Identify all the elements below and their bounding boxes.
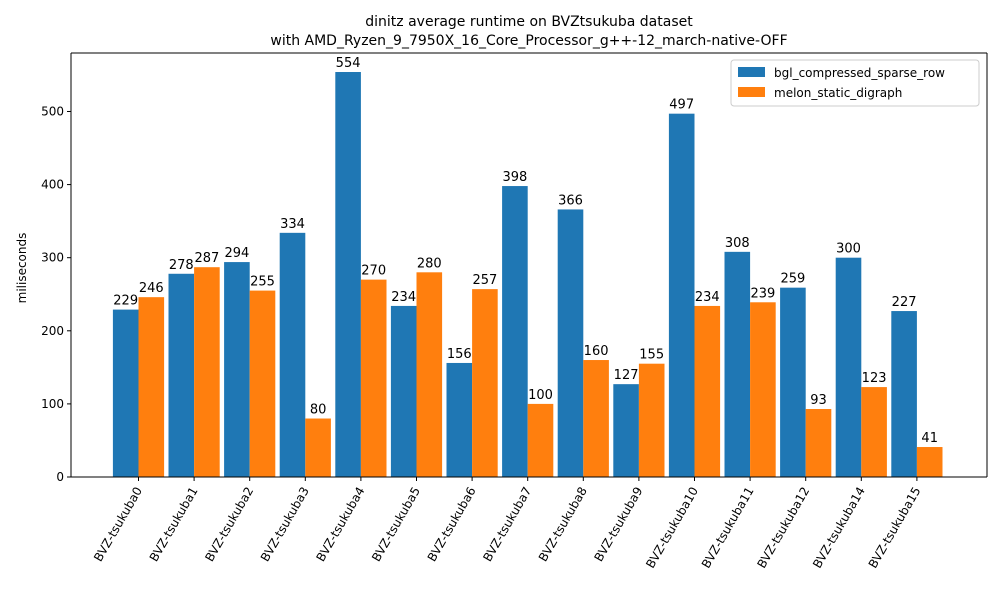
x-tick-label: BVZ-tsukuba10 xyxy=(643,485,701,571)
data-label-bgl-11: 308 xyxy=(725,236,750,251)
x-tick-label: BVZ-tsukuba8 xyxy=(536,485,590,565)
x-tick-label: BVZ-tsukuba9 xyxy=(591,485,645,565)
data-label-melon-0: 246 xyxy=(139,281,164,296)
bar-bgl-6 xyxy=(446,362,473,477)
legend-label-1: melon_static_digraph xyxy=(774,86,902,100)
y-tick-label: 500 xyxy=(41,104,64,118)
data-label-melon-14: 41 xyxy=(921,431,938,446)
data-label-bgl-13: 300 xyxy=(836,242,861,257)
y-axis-label: miliseconds xyxy=(15,233,29,304)
legend-swatch-0 xyxy=(738,67,765,77)
data-label-melon-2: 255 xyxy=(250,275,275,290)
x-tick-label: BVZ-tsukuba1 xyxy=(147,485,201,565)
data-label-melon-9: 155 xyxy=(639,348,664,363)
data-label-melon-1: 287 xyxy=(194,251,219,266)
bar-melon-9 xyxy=(638,363,665,477)
bar-melon-7 xyxy=(527,403,554,477)
data-labels-layer: 229 278 294 334 554 234 156 398 366 127 497 308 259 3… xyxy=(113,56,938,446)
data-label-melon-10: 234 xyxy=(695,290,720,305)
bar-bgl-14 xyxy=(891,311,917,477)
data-label-bgl-5: 234 xyxy=(391,290,416,305)
bar-melon-1 xyxy=(194,267,220,477)
y-tick-label: 200 xyxy=(41,324,64,338)
data-label-bgl-6: 156 xyxy=(447,347,472,362)
bars-layer xyxy=(112,72,943,477)
data-label-melon-13: 123 xyxy=(862,371,887,386)
bar-melon-5 xyxy=(416,272,443,477)
y-tick-label: 300 xyxy=(41,251,64,265)
bar-bgl-13 xyxy=(835,257,862,477)
data-label-melon-11: 239 xyxy=(750,286,775,301)
y-tick-label: 100 xyxy=(41,397,64,411)
bar-bgl-3 xyxy=(279,232,306,477)
x-tick-label: BVZ-tsukuba6 xyxy=(425,485,479,565)
x-tick-label: BVZ-tsukuba0 xyxy=(91,485,145,565)
data-label-bgl-4: 554 xyxy=(336,56,361,71)
bar-melon-11 xyxy=(750,302,776,477)
data-label-bgl-7: 398 xyxy=(502,170,527,185)
bar-melon-0 xyxy=(138,297,165,477)
bar-melon-6 xyxy=(472,289,498,477)
data-label-bgl-0: 229 xyxy=(113,294,138,309)
bar-melon-10 xyxy=(694,305,721,477)
legend: bgl_compressed_sparse_row melon_static_di… xyxy=(730,59,980,107)
bar-bgl-2 xyxy=(224,262,250,477)
data-label-melon-8: 160 xyxy=(584,344,609,359)
data-label-bgl-10: 497 xyxy=(669,98,694,113)
data-label-bgl-1: 278 xyxy=(169,258,194,273)
data-label-melon-3: 80 xyxy=(310,403,327,418)
data-label-bgl-8: 366 xyxy=(558,193,583,208)
data-label-melon-6: 257 xyxy=(472,273,497,288)
data-label-bgl-12: 259 xyxy=(780,272,805,287)
legend-box xyxy=(730,59,980,107)
data-label-bgl-14: 227 xyxy=(892,295,917,310)
data-label-melon-12: 93 xyxy=(810,393,827,408)
bar-bgl-11 xyxy=(724,251,751,477)
x-tick-label: BVZ-tsukuba11 xyxy=(699,485,757,571)
bar-melon-14 xyxy=(916,447,943,477)
bar-melon-12 xyxy=(805,409,832,477)
bar-melon-3 xyxy=(305,418,331,477)
bar-bgl-12 xyxy=(780,287,806,477)
data-label-bgl-9: 127 xyxy=(614,368,639,383)
bar-bgl-0 xyxy=(112,309,139,477)
chart-title: dinitz average runtime on BVZtsukuba dat… xyxy=(365,14,693,30)
x-tick-label: BVZ-tsukuba3 xyxy=(258,485,312,565)
x-tick-label: BVZ-tsukuba2 xyxy=(202,485,256,565)
bar-melon-4 xyxy=(360,279,387,477)
data-label-bgl-2: 294 xyxy=(224,246,249,261)
data-label-bgl-3: 334 xyxy=(280,217,305,232)
bar-bgl-8 xyxy=(557,209,584,477)
x-tick-label: BVZ-tsukuba4 xyxy=(313,485,367,565)
chart-subtitle: with AMD_Ryzen_9_7950X_16_Core_Processor… xyxy=(270,33,787,49)
x-tick-label: BVZ-tsukuba14 xyxy=(810,485,868,571)
legend-label-0: bgl_compressed_sparse_row xyxy=(774,66,945,80)
x-tick-label: BVZ-tsukuba5 xyxy=(369,485,423,565)
y-tick-label: 400 xyxy=(41,178,64,192)
bar-bgl-10 xyxy=(668,113,695,477)
x-tick-label: BVZ-tsukuba15 xyxy=(866,485,924,571)
legend-swatch-1 xyxy=(738,87,765,97)
y-tick-label: 0 xyxy=(56,470,64,484)
bar-melon-8 xyxy=(583,360,609,477)
data-label-melon-7: 100 xyxy=(528,388,553,403)
data-label-melon-4: 270 xyxy=(361,264,386,279)
bar-bgl-1 xyxy=(168,273,195,477)
x-tick-label: BVZ-tsukuba7 xyxy=(480,485,534,565)
bar-melon-13 xyxy=(861,387,887,477)
bar-bgl-4 xyxy=(335,72,361,477)
x-tick-label: BVZ-tsukuba12 xyxy=(754,485,812,571)
bar-bgl-7 xyxy=(502,186,528,477)
bar-melon-2 xyxy=(249,290,276,477)
data-label-melon-5: 280 xyxy=(417,256,442,271)
bar-bgl-5 xyxy=(390,305,417,477)
bar-bgl-9 xyxy=(613,384,639,477)
